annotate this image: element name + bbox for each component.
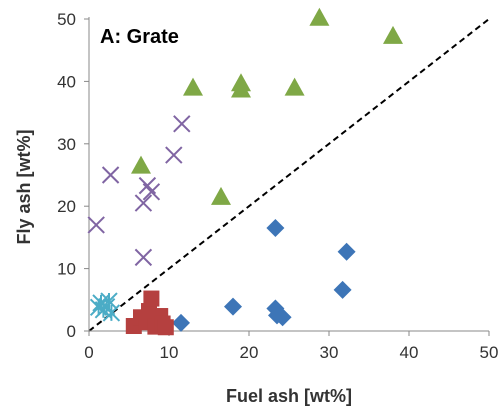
x-tick-label: 40 [400, 343, 419, 362]
data-point-square [143, 290, 160, 307]
data-points [87, 7, 403, 336]
data-point-triangle [284, 77, 305, 96]
y-tick-label: 30 [57, 135, 76, 154]
data-point-triangle [131, 155, 151, 174]
data-point-cross [87, 216, 105, 234]
x-tick-label: 20 [240, 343, 259, 362]
data-point-diamond [266, 219, 285, 238]
x-tick-label: 50 [480, 343, 499, 362]
data-point-diamond [273, 308, 292, 327]
data-point-cross [165, 146, 183, 164]
data-point-cross [173, 115, 191, 133]
data-point-triangle [383, 25, 403, 44]
data-point-triangle [231, 79, 251, 98]
x-tick-label: 0 [84, 343, 93, 362]
data-point-diamond [337, 242, 356, 261]
data-point-square [157, 319, 174, 336]
data-point-cross [101, 166, 120, 184]
x-tick-label: 30 [320, 343, 339, 362]
one-to-one-reference-line [88, 18, 490, 332]
y-tick-label: 0 [67, 322, 76, 341]
data-point-diamond [333, 280, 352, 299]
data-point-asterisk [100, 292, 118, 310]
data-point-diamond [172, 313, 190, 332]
data-point-cross [134, 194, 153, 212]
y-tick-label: 20 [57, 197, 76, 216]
reference-line-layer [88, 18, 490, 332]
x-axis-label: Fuel ash [wt%] [226, 386, 352, 406]
y-tick-label: 50 [57, 10, 76, 29]
y-axis-label: Fly ash [wt%] [14, 129, 34, 244]
data-point-triangle [183, 77, 203, 96]
chart-title: A: Grate [100, 26, 179, 48]
x-tick-label: 10 [160, 343, 179, 362]
data-point-cross [134, 248, 153, 267]
y-tick-label: 10 [57, 260, 76, 279]
data-point-triangle [211, 186, 231, 205]
data-point-triangle [309, 7, 330, 26]
y-tick-label: 40 [57, 72, 76, 91]
data-point-diamond [224, 297, 242, 316]
axes: 0 10 20 30 40 50 0 10 20 30 40 50 [57, 10, 498, 362]
data-point-cross [142, 183, 161, 201]
